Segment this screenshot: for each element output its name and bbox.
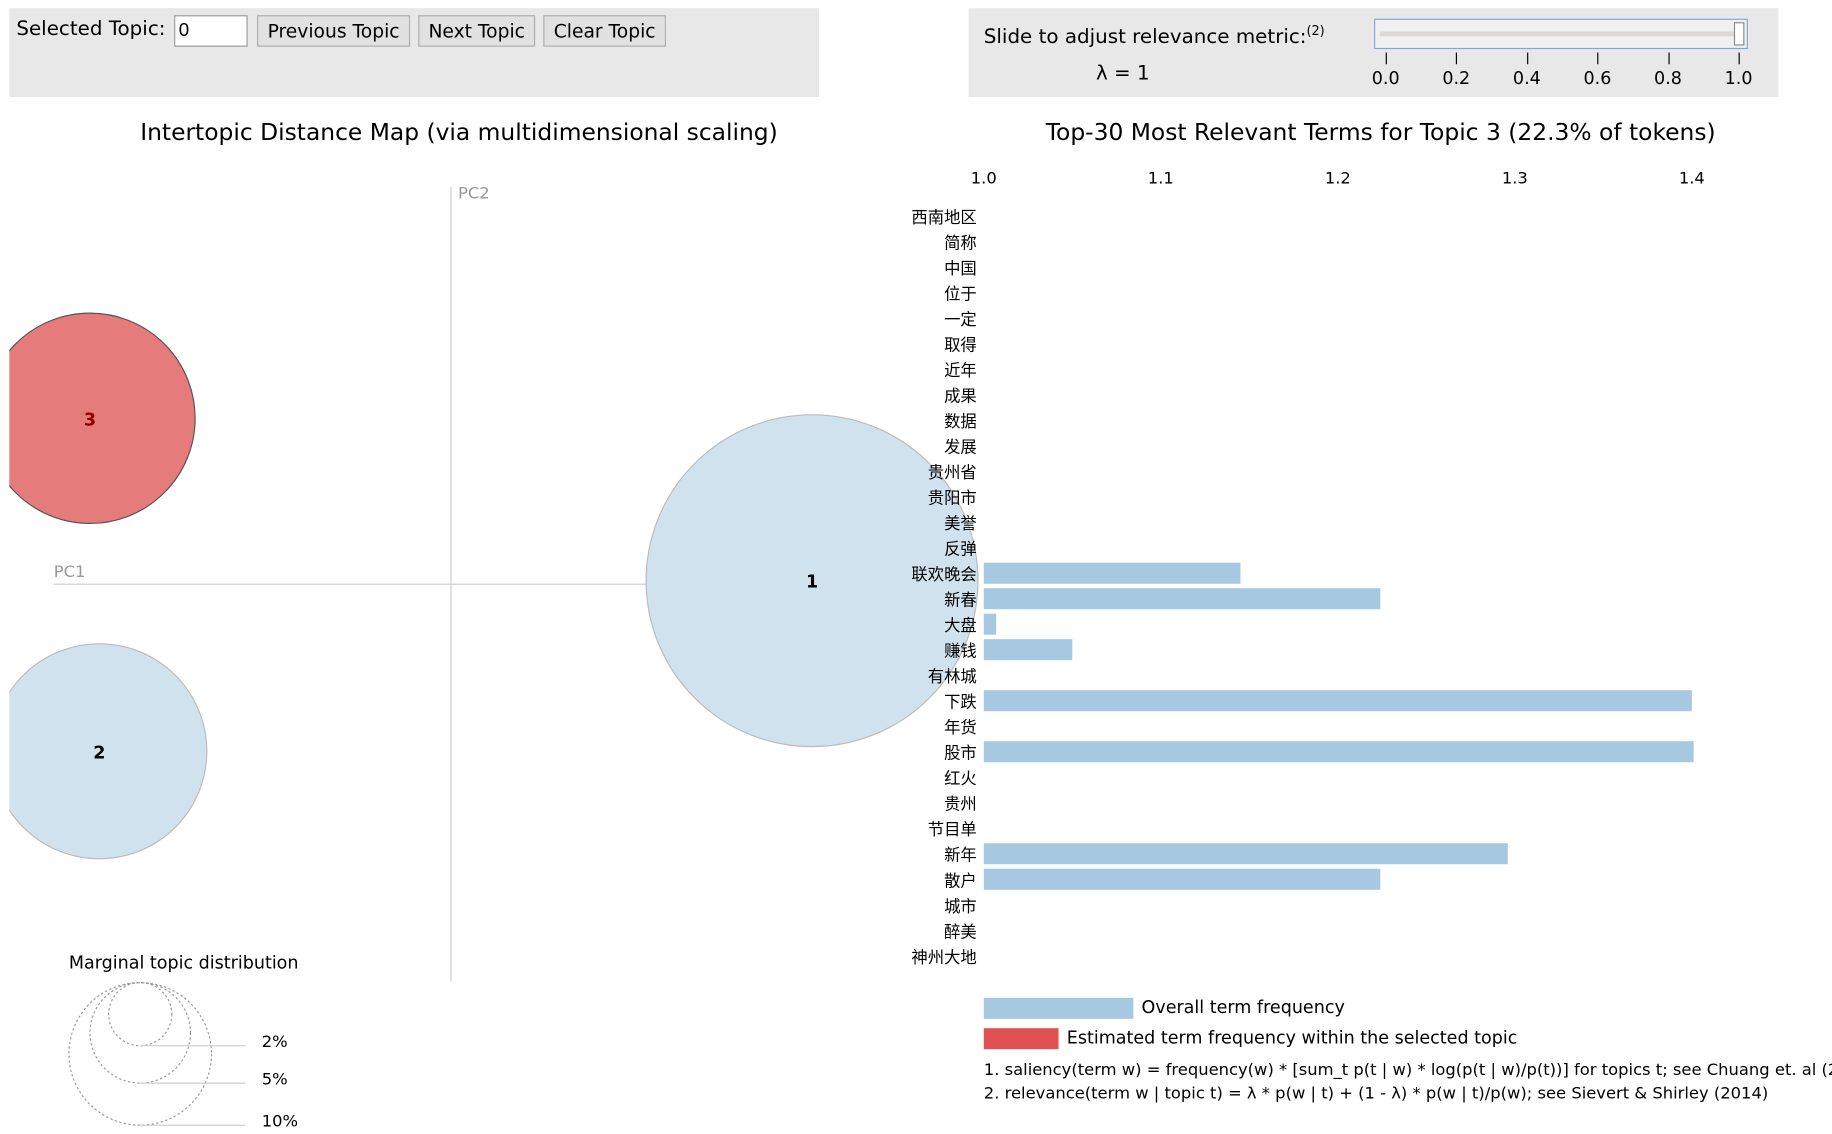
marginal-label-10: 10%: [262, 1111, 298, 1130]
slider-tick-mark: [1456, 52, 1458, 65]
term-label[interactable]: 反弹: [944, 540, 977, 559]
term-bar[interactable]: [983, 613, 997, 635]
legend-overall-swatch: [983, 997, 1134, 1019]
term-bar[interactable]: [983, 588, 1381, 610]
legend-estimated-swatch: [983, 1028, 1059, 1050]
slider-tick-label: 0.0: [1371, 67, 1400, 89]
term-label[interactable]: 贵阳市: [928, 489, 977, 508]
marginal-circle-2: [108, 982, 173, 1047]
term-label[interactable]: 一定: [944, 310, 977, 329]
previous-topic-button[interactable]: Previous Topic: [257, 15, 411, 47]
term-label[interactable]: 美誉: [944, 514, 977, 533]
topic-circle-1[interactable]: [645, 414, 979, 748]
term-label[interactable]: 年货: [944, 718, 977, 737]
pc1-label: PC1: [54, 562, 86, 581]
term-label[interactable]: 城市: [944, 897, 977, 916]
marginal-label-5: 5%: [262, 1069, 288, 1088]
topic-circle-2[interactable]: [0, 643, 208, 860]
topic-label-1[interactable]: 1: [806, 573, 818, 593]
slider-tick-mark: [1385, 52, 1387, 65]
relevance-label: Slide to adjust relevance metric:(2): [984, 23, 1325, 48]
x-tick-label: 1.0: [971, 168, 997, 187]
topic-circle-3[interactable]: [0, 312, 196, 524]
term-label[interactable]: 取得: [944, 336, 977, 355]
x-tick-label: 1.3: [1502, 168, 1528, 187]
term-label[interactable]: 近年: [944, 361, 977, 380]
term-label[interactable]: 有林城: [928, 667, 977, 686]
legend-overall-label: Overall term frequency: [1141, 996, 1345, 1018]
term-chart-title: Top-30 Most Relevant Terms for Topic 3 (…: [1045, 118, 1716, 147]
x-tick-label: 1.2: [1325, 168, 1351, 187]
term-label[interactable]: 贵州省: [928, 463, 977, 482]
topic-label-2[interactable]: 2: [93, 743, 105, 763]
term-label[interactable]: 成果: [944, 387, 977, 406]
clear-topic-button[interactable]: Clear Topic: [543, 15, 666, 47]
legend-estimated-label: Estimated term frequency within the sele…: [1066, 1027, 1518, 1049]
footnote-ref: (2): [1306, 23, 1325, 39]
x-tick-label: 1.4: [1679, 168, 1705, 187]
slider-tick-label: 1.0: [1724, 67, 1753, 89]
term-bar[interactable]: [983, 562, 1241, 584]
term-bar[interactable]: [983, 639, 1073, 661]
topic-label-3[interactable]: 3: [84, 410, 96, 430]
term-label[interactable]: 赚钱: [944, 642, 977, 661]
lambda-value: λ = 1: [1095, 61, 1150, 86]
term-label[interactable]: 神州大地: [911, 948, 976, 967]
slider-tick-label: 0.2: [1442, 67, 1471, 89]
slider-thumb[interactable]: [1733, 22, 1745, 46]
footnote-saliency: 1. saliency(term w) = frequency(w) * [su…: [983, 1060, 1832, 1080]
term-bar[interactable]: [983, 843, 1508, 865]
footnote-relevance: 2. relevance(term w | topic t) = λ * p(w…: [983, 1084, 1769, 1103]
slider-track: [1379, 31, 1743, 37]
term-label[interactable]: 大盘: [944, 616, 977, 635]
slider-tick-mark: [1526, 52, 1529, 65]
next-topic-button[interactable]: Next Topic: [418, 15, 536, 47]
relevance-label-text: Slide to adjust relevance metric:: [983, 25, 1307, 49]
term-label[interactable]: 红火: [944, 769, 977, 788]
slider-tick-mark: [1668, 52, 1670, 65]
term-label[interactable]: 股市: [944, 744, 977, 763]
term-label[interactable]: 发展: [944, 438, 977, 457]
selected-topic-label: Selected Topic:: [16, 17, 166, 41]
slider-tick-label: 0.4: [1512, 67, 1541, 89]
slider-tick-mark: [1738, 52, 1740, 65]
term-label[interactable]: 简称: [944, 234, 977, 253]
relevance-slider[interactable]: [1374, 18, 1748, 50]
term-label[interactable]: 新春: [944, 591, 977, 610]
term-label[interactable]: 贵州: [944, 795, 977, 814]
term-label[interactable]: 西南地区: [911, 208, 976, 227]
term-label[interactable]: 散户: [944, 871, 977, 890]
term-label[interactable]: 位于: [944, 285, 977, 304]
term-bar[interactable]: [983, 741, 1694, 763]
pc2-label: PC2: [458, 184, 490, 203]
term-label[interactable]: 新年: [944, 846, 977, 865]
slider-tick-label: 0.6: [1583, 67, 1612, 89]
term-label[interactable]: 联欢晚会: [911, 565, 976, 584]
term-label[interactable]: 中国: [944, 259, 977, 278]
term-bar[interactable]: [983, 868, 1381, 890]
selected-topic-input[interactable]: [174, 15, 248, 47]
x-tick-label: 1.1: [1148, 168, 1174, 187]
marginal-title: Marginal topic distribution: [69, 954, 299, 974]
slider-tick-mark: [1597, 52, 1599, 65]
marginal-circle-10: [68, 982, 213, 1126]
term-label[interactable]: 节目单: [928, 820, 977, 839]
term-label[interactable]: 醉美: [944, 922, 977, 941]
marginal-circle-5: [89, 982, 192, 1084]
term-bar[interactable]: [983, 690, 1692, 712]
marginal-label-2: 2%: [262, 1032, 288, 1051]
marginal-legend: [68, 982, 213, 1126]
term-label[interactable]: 下跌: [944, 693, 977, 712]
intertopic-map: PC2 PC1 3 2 1 Marginal topic distributio…: [0, 184, 979, 1130]
term-label[interactable]: 数据: [944, 412, 977, 431]
slider-tick-label: 0.8: [1654, 67, 1682, 89]
intertopic-map-title: Intertopic Distance Map (via multidimens…: [140, 118, 778, 147]
topic-controls-panel: [9, 8, 820, 97]
